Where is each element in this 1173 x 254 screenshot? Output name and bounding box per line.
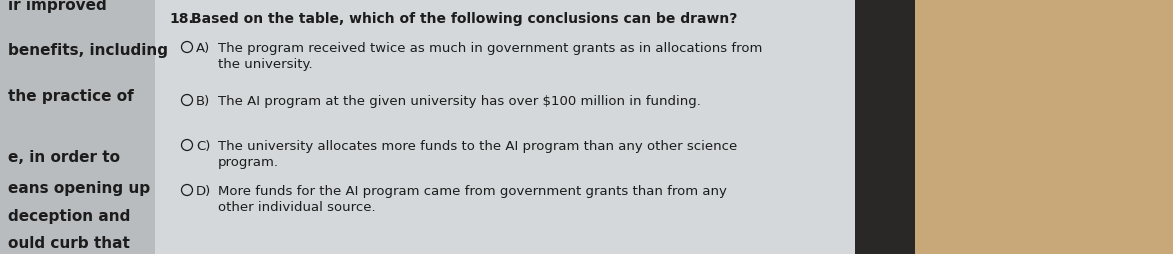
Bar — [155, 0, 855, 254]
Text: the university.: the university. — [218, 58, 313, 71]
Text: other individual source.: other individual source. — [218, 201, 375, 214]
Text: e, in order to: e, in order to — [8, 150, 120, 165]
Text: D): D) — [196, 185, 211, 198]
Text: deception and: deception and — [8, 209, 130, 224]
Text: The AI program at the given university has over $100 million in funding.: The AI program at the given university h… — [218, 95, 701, 108]
Text: ould curb that: ould curb that — [8, 236, 130, 251]
Text: B): B) — [196, 95, 210, 108]
Text: program.: program. — [218, 156, 279, 169]
Text: The university allocates more funds to the AI program than any other science: The university allocates more funds to t… — [218, 140, 738, 153]
Bar — [915, 0, 1173, 254]
Bar — [855, 0, 915, 254]
Text: benefits, including: benefits, including — [8, 43, 168, 58]
Bar — [0, 0, 155, 254]
Text: ir improved: ir improved — [8, 0, 107, 13]
Text: eans opening up: eans opening up — [8, 181, 150, 196]
Text: 18.: 18. — [169, 12, 194, 26]
Text: The program received twice as much in government grants as in allocations from: The program received twice as much in go… — [218, 42, 762, 55]
Text: C): C) — [196, 140, 210, 153]
Text: More funds for the AI program came from government grants than from any: More funds for the AI program came from … — [218, 185, 727, 198]
Text: Based on the table, which of the following conclusions can be drawn?: Based on the table, which of the followi… — [191, 12, 738, 26]
Text: the practice of: the practice of — [8, 89, 134, 104]
Text: A): A) — [196, 42, 210, 55]
